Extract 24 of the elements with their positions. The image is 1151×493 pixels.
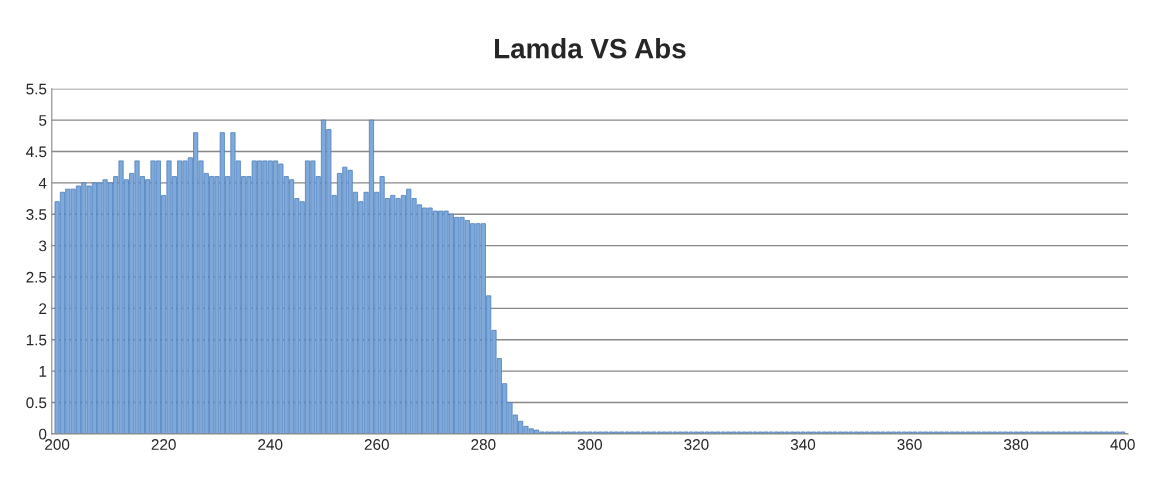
- y-tick-label: 5: [39, 115, 47, 126]
- y-tick-label: 4.5: [26, 146, 47, 158]
- x-tick-label: 280: [471, 439, 496, 450]
- y-tick-label: 3: [39, 240, 47, 252]
- y-tick-label: 1.5: [26, 334, 47, 346]
- x-tick-label: 260: [364, 439, 389, 450]
- x-tick-label: 360: [897, 439, 922, 450]
- x-tick-label: 220: [151, 439, 176, 450]
- chart-title: Lamda VS Abs: [495, 38, 686, 59]
- x-tick-label: 400: [1110, 439, 1135, 450]
- y-tick-label: 3.5: [26, 209, 47, 220]
- x-tick-label: 380: [1003, 439, 1029, 450]
- y-tick-label: 0: [39, 428, 47, 440]
- y-tick-label: 0.5: [26, 397, 47, 409]
- x-tick-label: 300: [577, 439, 603, 450]
- x-tick-label: 340: [790, 439, 816, 450]
- x-tick-label: 320: [684, 439, 709, 450]
- y-tick-label: 2: [39, 303, 47, 314]
- y-tick-label: 1: [39, 366, 47, 377]
- y-tick-label: 2.5: [26, 271, 47, 283]
- y-tick-label: 5.5: [26, 83, 47, 95]
- y-tick-label: 4: [38, 177, 47, 189]
- x-tick-label: 200: [45, 439, 70, 450]
- x-tick-label: 240: [258, 439, 283, 450]
